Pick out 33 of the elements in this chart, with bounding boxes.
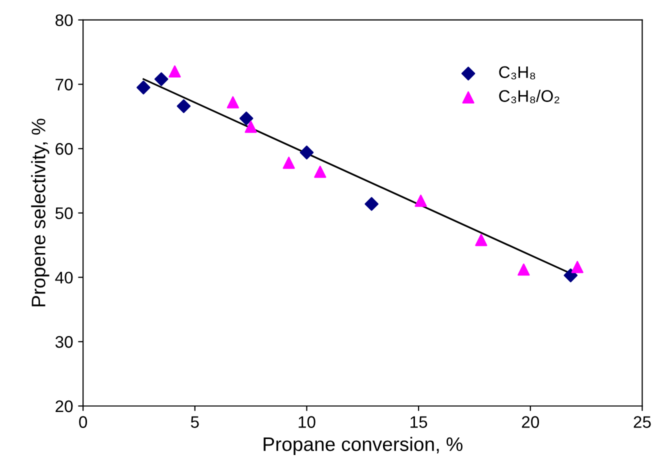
point xyxy=(136,80,150,94)
y-tick-label: 70 xyxy=(56,78,73,90)
x-axis-title: Propane conversion, % xyxy=(264,436,462,455)
point xyxy=(314,166,326,178)
x-tick-label: 25 xyxy=(634,416,651,428)
point xyxy=(239,111,254,126)
point xyxy=(168,65,181,78)
point xyxy=(282,156,295,169)
y-tick-label: 80 xyxy=(56,14,73,26)
y-tick-label: 50 xyxy=(55,207,73,220)
point xyxy=(300,146,314,160)
y-tick-label: 40 xyxy=(55,272,73,284)
x-tick-label: 20 xyxy=(522,416,540,428)
point xyxy=(414,194,427,207)
point xyxy=(364,197,378,211)
point xyxy=(571,260,584,274)
x-tick-label: 15 xyxy=(410,416,428,428)
point xyxy=(564,268,578,282)
y-tick-label: 20 xyxy=(56,400,73,412)
point xyxy=(244,120,257,133)
legend-label: C₃H₈ xyxy=(499,66,536,80)
point xyxy=(475,234,488,246)
x-tick-label: 0 xyxy=(79,416,88,428)
point xyxy=(154,72,168,86)
point xyxy=(176,99,191,114)
x-tick-label: 10 xyxy=(298,416,316,428)
y-tick-label: 60 xyxy=(56,143,73,155)
y-tick-label: 30 xyxy=(55,336,73,348)
point xyxy=(226,96,239,108)
legend-label: C₃H₈/O₂ xyxy=(499,90,560,104)
point xyxy=(518,264,530,276)
x-tick-label: 5 xyxy=(190,416,199,428)
y-axis-title: Propene selectivity, % xyxy=(31,118,50,306)
